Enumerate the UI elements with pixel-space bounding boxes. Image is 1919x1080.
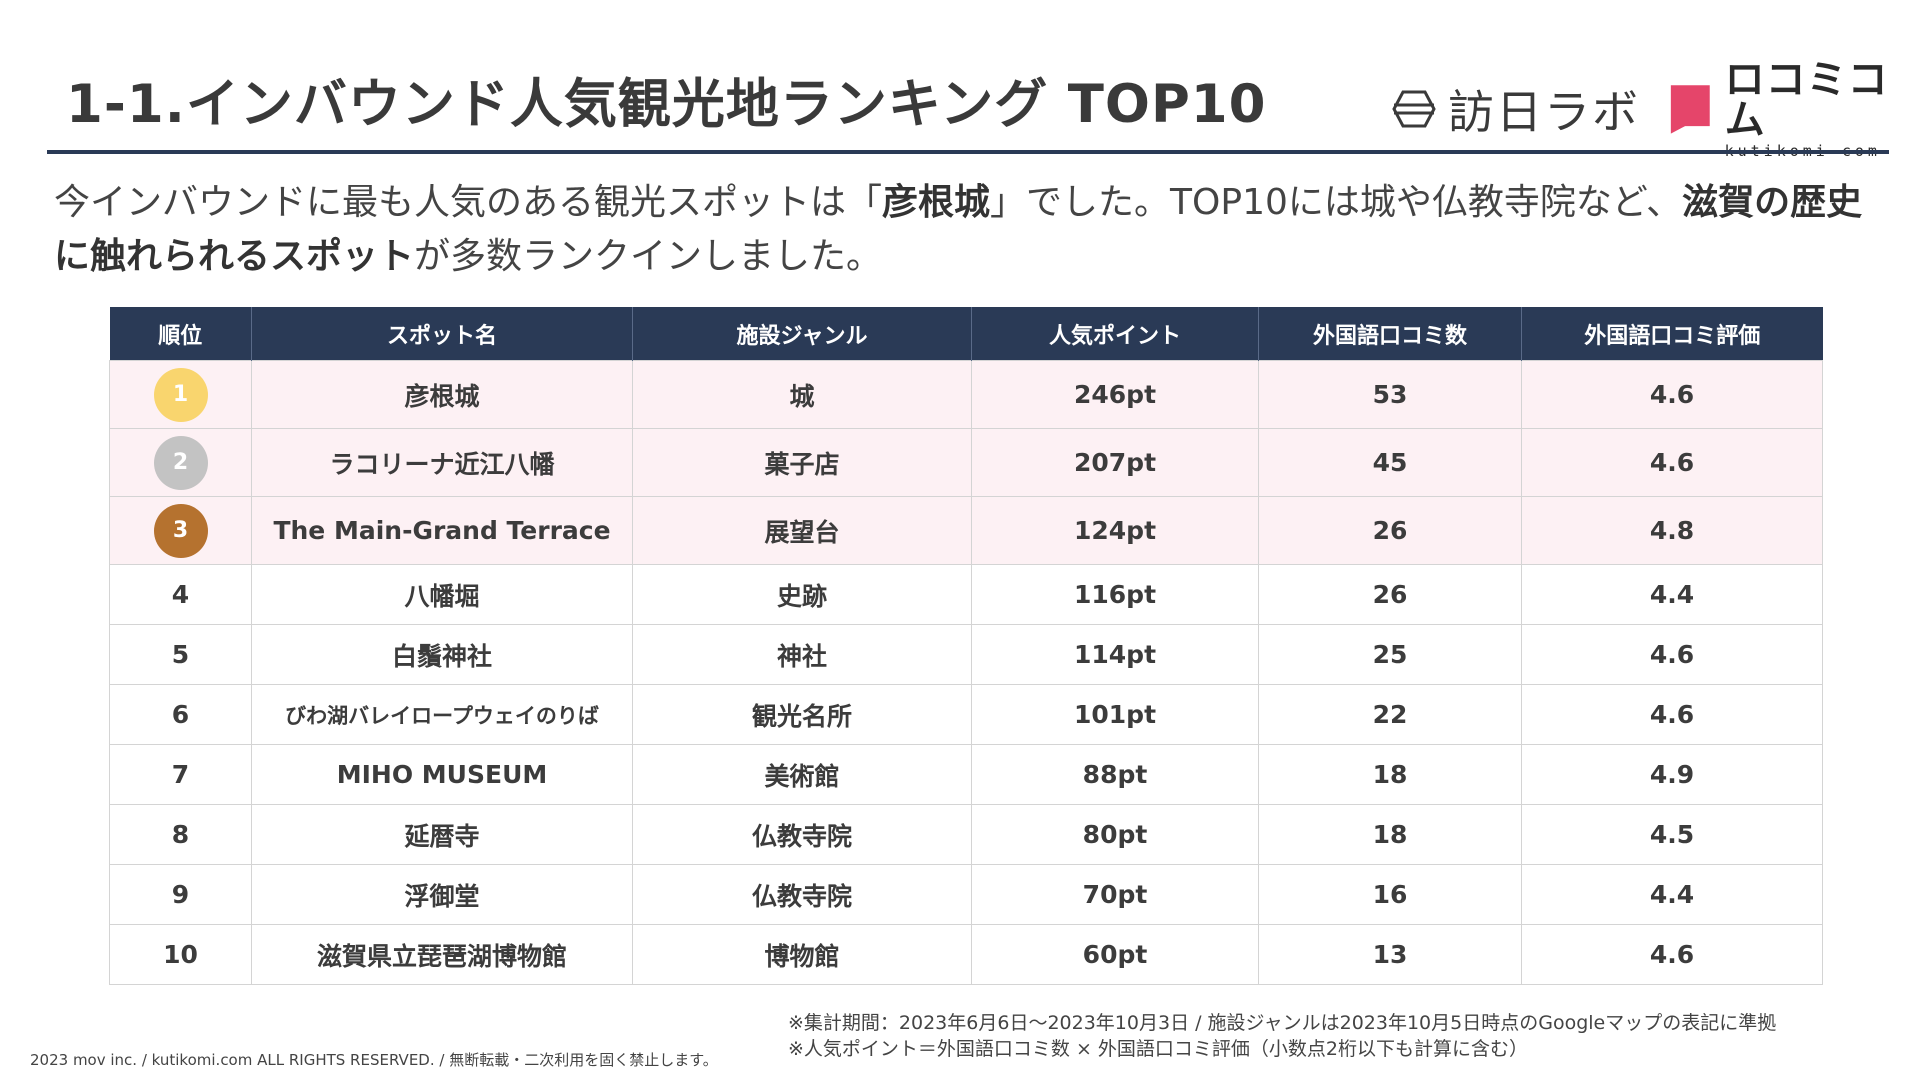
table-row: 9 浮御堂 仏教寺院 70pt 16 4.4 [109,864,1823,925]
points-cell: 207pt [971,428,1259,497]
rank-cell: 5 [109,624,252,685]
rank-cell: 3 [109,496,252,565]
rank-cell: 4 [109,564,252,625]
points-cell: 114pt [971,624,1259,685]
kutikomi-logo-icon [1670,85,1710,134]
genre-cell: 神社 [632,624,972,685]
table-row: 3 The Main-Grand Terrace 展望台 124pt 26 4.… [109,496,1823,565]
rating-cell: 4.6 [1521,360,1823,429]
spot-name-cell: 八幡堀 [251,564,633,625]
spot-name-cell: 浮御堂 [251,864,633,925]
review-count-cell: 16 [1258,864,1522,925]
review-count-cell: 13 [1258,924,1522,985]
rank-cell: 2 [109,428,252,497]
footnote-formula: ※人気ポイント＝外国語口コミ数 × 外国語口コミ評価（小数点2桁以下も計算に含む… [788,1038,1529,1060]
review-count-cell: 45 [1258,428,1522,497]
points-cell: 80pt [971,804,1259,865]
rating-cell: 4.6 [1521,428,1823,497]
table-header-row: 順位 スポット名 施設ジャンル 人気ポイント 外国語口コミ数 外国語口コミ評価 [109,307,1823,361]
genre-cell: 博物館 [632,924,972,985]
spot-name-cell: ラコリーナ近江八幡 [251,428,633,497]
lead-text-2: 」でした。TOP10には城や仏教寺院など、 [990,182,1683,223]
rank-cell: 8 [109,804,252,865]
footnote-period: ※集計期間：2023年6月6日〜2023年10月3日 / 施設ジャンルは2023… [788,1012,1777,1034]
genre-cell: 菓子店 [632,428,972,497]
rating-cell: 4.6 [1521,624,1823,685]
header-review-count: 外国語口コミ数 [1258,307,1522,361]
rating-cell: 4.6 [1521,684,1823,745]
lead-paragraph: 今インバウンドに最も人気のある観光スポットは「彦根城」でした。TOP10には城や… [54,176,1864,284]
rating-cell: 4.4 [1521,564,1823,625]
silver-medal: 2 [153,435,208,490]
points-cell: 246pt [971,360,1259,429]
review-count-cell: 26 [1258,496,1522,565]
review-count-cell: 18 [1258,744,1522,805]
points-cell: 88pt [971,744,1259,805]
genre-cell: 仏教寺院 [632,864,972,925]
houjitsu-lab-logo-icon [1392,90,1436,128]
spot-name-cell: 延暦寺 [251,804,633,865]
rank-cell: 9 [109,864,252,925]
kutikomi-logo-text: ロコミコム [1724,56,1889,143]
header-spot-name: スポット名 [251,307,633,361]
spot-name-cell: MIHO MUSEUM [251,744,633,805]
rating-cell: 4.8 [1521,496,1823,565]
rank-cell: 7 [109,744,252,805]
table-row: 7 MIHO MUSEUM 美術館 88pt 18 4.9 [109,744,1823,805]
lead-highlight-1: 彦根城 [882,182,991,223]
genre-cell: 城 [632,360,972,429]
rank-cell: 10 [109,924,252,985]
ranking-table: 順位 スポット名 施設ジャンル 人気ポイント 外国語口コミ数 外国語口コミ評価 … [109,307,1823,985]
spot-name-cell: 彦根城 [251,360,633,429]
spot-name-cell: The Main-Grand Terrace [251,496,633,565]
review-count-cell: 26 [1258,564,1522,625]
genre-cell: 仏教寺院 [632,804,972,865]
header-genre: 施設ジャンル [632,307,972,361]
lead-text-3: が多数ランクインしました。 [414,236,883,277]
points-cell: 101pt [971,684,1259,745]
rating-cell: 4.4 [1521,864,1823,925]
genre-cell: 展望台 [632,496,972,565]
table-row: 8 延暦寺 仏教寺院 80pt 18 4.5 [109,804,1823,865]
gold-medal: 1 [153,367,208,422]
footnotes: ※集計期間：2023年6月6日〜2023年10月3日 / 施設ジャンルは2023… [788,1010,1776,1062]
review-count-cell: 18 [1258,804,1522,865]
rating-cell: 4.9 [1521,744,1823,805]
lead-text-1: 今インバウンドに最も人気のある観光スポットは「 [54,182,883,223]
rank-cell: 1 [109,360,252,429]
table-row: 10 滋賀県立琵琶湖博物館 博物館 60pt 13 4.6 [109,924,1823,985]
genre-cell: 史跡 [632,564,972,625]
review-count-cell: 53 [1258,360,1522,429]
bronze-medal: 3 [153,503,208,558]
spot-name-cell: びわ湖バレイロープウェイのりば [251,684,633,745]
review-count-cell: 25 [1258,624,1522,685]
lead-highlight-2: 滋賀の歴史に触れられるスポット [54,182,1863,277]
rating-cell: 4.6 [1521,924,1823,985]
points-cell: 70pt [971,864,1259,925]
rating-cell: 4.5 [1521,804,1823,865]
table-row: 5 白鬚神社 神社 114pt 25 4.6 [109,624,1823,685]
table-row: 4 八幡堀 史跡 116pt 26 4.4 [109,564,1823,625]
houjitsu-lab-logo: 訪日ラボ [1392,80,1640,139]
spot-name-cell: 滋賀県立琵琶湖博物館 [251,924,633,985]
header-points: 人気ポイント [971,307,1259,361]
genre-cell: 美術館 [632,744,972,805]
page-title: 1-1.インバウンド人気観光地ランキング TOP10 [66,74,1267,135]
table-row: 2 ラコリーナ近江八幡 菓子店 207pt 45 4.6 [109,428,1823,497]
copyright-text: 2023 mov inc. / kutikomi.com ALL RIGHTS … [30,1051,718,1069]
rank-cell: 6 [109,684,252,745]
points-cell: 124pt [971,496,1259,565]
points-cell: 116pt [971,564,1259,625]
points-cell: 60pt [971,924,1259,985]
title-underline [47,150,1889,154]
houjitsu-lab-logo-text: 訪日ラボ [1448,85,1640,139]
table-row: 1 彦根城 城 246pt 53 4.6 [109,360,1823,429]
header-review-rating: 外国語口コミ評価 [1521,307,1823,361]
genre-cell: 観光名所 [632,684,972,745]
table-row: 6 びわ湖バレイロープウェイのりば 観光名所 101pt 22 4.6 [109,684,1823,745]
spot-name-cell: 白鬚神社 [251,624,633,685]
header-rank: 順位 [109,307,252,361]
kutikomi-logo: ロコミコム kutikomi com [1668,60,1919,158]
review-count-cell: 22 [1258,684,1522,745]
